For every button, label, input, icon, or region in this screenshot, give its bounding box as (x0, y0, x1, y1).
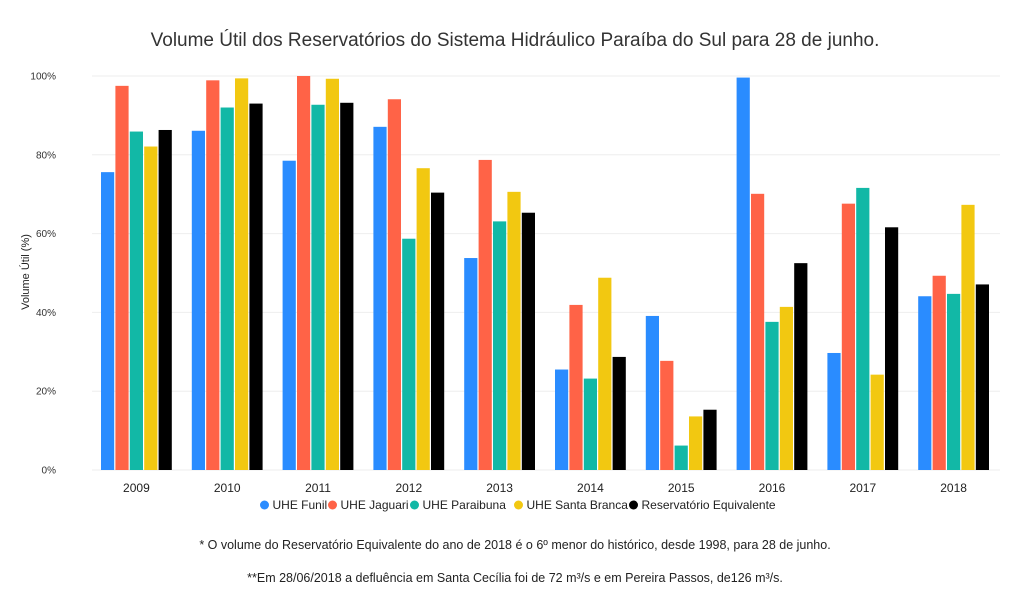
bar (478, 159, 492, 471)
bar (660, 360, 674, 470)
bar (220, 107, 234, 471)
bar (612, 356, 626, 470)
bar (249, 103, 263, 470)
bar (918, 296, 932, 470)
bar (521, 212, 535, 470)
bar (583, 378, 597, 470)
bar (703, 409, 717, 470)
x-tick-label: 2010 (214, 481, 241, 495)
bar (736, 77, 750, 470)
x-tick-label: 2015 (668, 481, 695, 495)
bar (961, 204, 975, 470)
bar (297, 76, 311, 470)
bar (101, 172, 115, 470)
bar (387, 99, 401, 470)
bar (827, 352, 841, 470)
bar (975, 284, 989, 470)
bar (555, 369, 569, 470)
bar (282, 160, 296, 470)
bar (493, 221, 507, 470)
bar (765, 321, 779, 470)
x-tick-label: 2017 (849, 481, 876, 495)
bar (115, 85, 129, 470)
x-tick-label: 2013 (486, 481, 513, 495)
x-tick-label: 2014 (577, 481, 604, 495)
legend-entry: UHE Jaguari (341, 498, 409, 512)
legend-marker (410, 500, 419, 510)
legend-entry: Reservatório Equivalente (642, 498, 776, 512)
legend-marker (260, 500, 269, 510)
x-tick-label: 2016 (759, 481, 786, 495)
legend-entry: UHE Funil (273, 498, 328, 512)
bar (932, 275, 946, 470)
bar (507, 191, 521, 470)
bar (885, 227, 899, 470)
x-tick-label: 2011 (305, 481, 331, 495)
bar (841, 203, 855, 470)
bar (689, 416, 703, 470)
bar (373, 126, 387, 470)
legend-entry: UHE Santa Branca (527, 498, 629, 512)
legend: UHE Funil UHE Jaguari UHE Paraibuna UHE San… (260, 498, 776, 512)
bar (311, 104, 325, 470)
bar (402, 238, 416, 470)
legend-marker (629, 500, 638, 510)
bar (158, 129, 172, 471)
chart-title: Volume Útil dos Reservatórios do Sistema… (151, 29, 880, 51)
x-axis-ticks: 2009 2010 2011 2012 2013 2014 2015 2016 2017 2018 (123, 481, 967, 495)
y-axis-ticks: 0% 20% 40% 60% 80% 100% (30, 72, 56, 477)
bar (206, 80, 220, 470)
footnote-1: * O volume do Reservatório Equivalente d… (199, 538, 830, 552)
legend-marker (514, 500, 523, 510)
y-tick-label: 60% (36, 229, 56, 240)
y-axis-label: Volume Útil (%) (19, 234, 32, 310)
y-tick-label: 20% (36, 387, 56, 398)
bar (416, 168, 430, 470)
legend-entry: UHE Paraibuna (423, 498, 507, 512)
bar (794, 263, 808, 470)
footnote-2: **Em 28/06/2018 a defluência em Santa Ce… (247, 571, 783, 585)
bar (751, 193, 765, 470)
y-tick-label: 100% (30, 72, 56, 83)
bar (856, 187, 870, 470)
y-tick-label: 0% (42, 466, 57, 477)
bar (191, 130, 205, 470)
bars (101, 76, 989, 471)
bar (129, 131, 143, 471)
legend-marker (328, 500, 337, 510)
bar (645, 315, 659, 470)
x-tick-label: 2018 (940, 481, 967, 495)
bar (674, 445, 688, 470)
bar (431, 192, 445, 470)
bar (870, 374, 884, 470)
bar (464, 258, 478, 470)
bar (947, 293, 961, 470)
x-tick-label: 2012 (395, 481, 422, 495)
y-tick-label: 40% (36, 308, 56, 319)
x-tick-label: 2009 (123, 481, 150, 495)
bar (235, 78, 249, 471)
bar (325, 78, 339, 470)
bar (340, 102, 354, 470)
bar (779, 306, 793, 470)
bar (144, 146, 158, 470)
bar (569, 304, 583, 470)
y-tick-label: 80% (36, 150, 56, 161)
bar (598, 277, 612, 470)
